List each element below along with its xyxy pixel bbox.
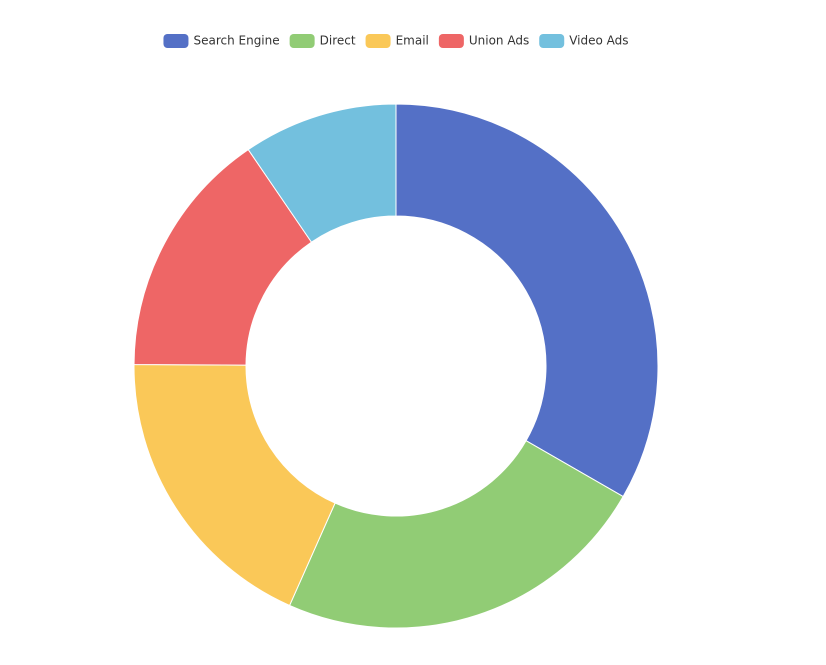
legend-item[interactable]: Video Ads (539, 34, 629, 49)
legend-label[interactable]: Email (396, 34, 429, 48)
legend-item[interactable]: Email (365, 34, 429, 49)
pie-slice (133, 364, 336, 607)
legend-swatch[interactable] (289, 34, 315, 48)
legend-item[interactable]: Union Ads (438, 34, 529, 49)
legend-item[interactable]: Search Engine (163, 34, 280, 49)
legend-swatch[interactable] (365, 34, 391, 48)
legend-label[interactable]: Video Ads (569, 34, 628, 48)
legend-label[interactable]: Search Engine (193, 34, 279, 48)
legend-swatch[interactable] (163, 34, 189, 48)
legend-swatch[interactable] (438, 34, 464, 48)
legend-label[interactable]: Union Ads (469, 34, 529, 48)
legend: Search Engine Direct Email Union Ads Video A… (163, 34, 629, 49)
pie-slice (395, 103, 659, 498)
pie-slice (288, 440, 624, 629)
legend-label[interactable]: Direct (320, 34, 356, 48)
legend-item[interactable]: Direct (289, 34, 356, 49)
pie-slice (247, 103, 397, 243)
legend-swatch[interactable] (539, 34, 565, 48)
